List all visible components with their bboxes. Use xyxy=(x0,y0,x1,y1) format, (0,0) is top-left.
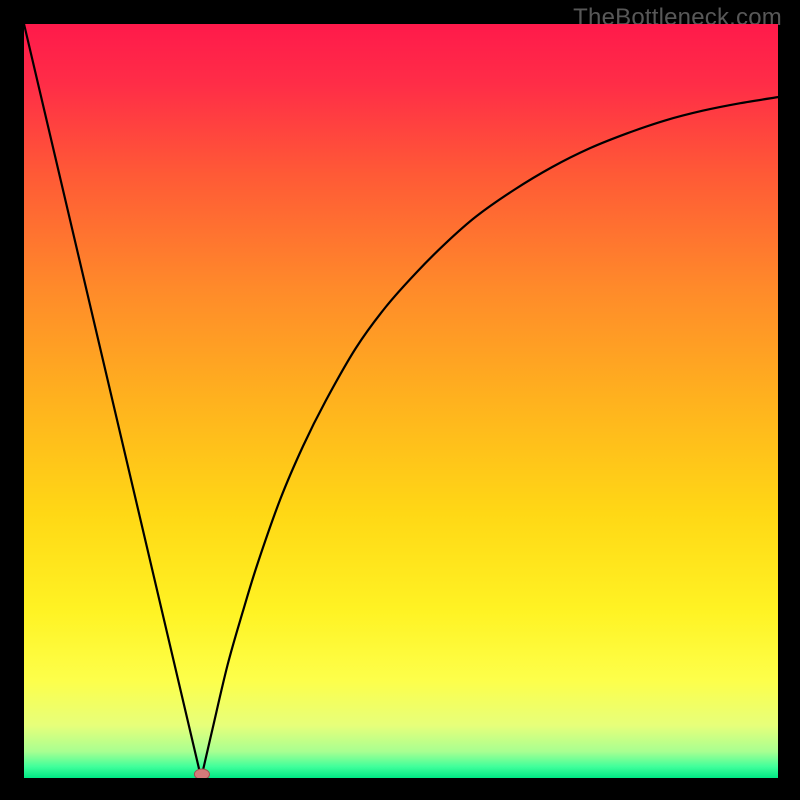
plot-area xyxy=(24,24,778,778)
plot-background xyxy=(24,24,778,778)
chart-container: TheBottleneck.com xyxy=(0,0,800,800)
optimal-point-marker xyxy=(194,769,209,778)
